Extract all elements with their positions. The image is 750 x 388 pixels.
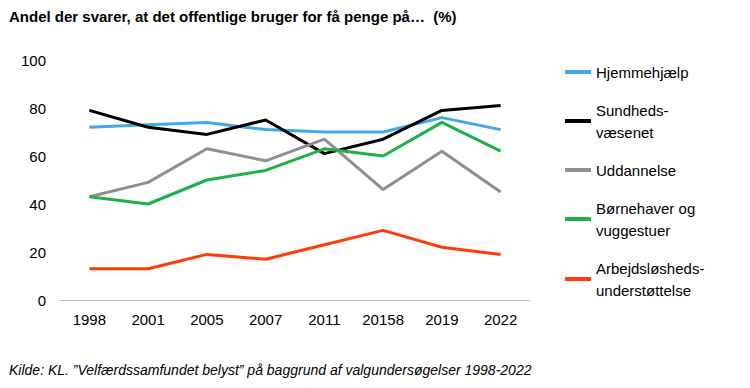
svg-text:Arbejdsløsheds-: Arbejdsløsheds- [596,260,704,277]
svg-text:Andel der svarer, at det offen: Andel der svarer, at det offentlige brug… [9,8,457,25]
svg-text:100: 100 [21,52,46,69]
svg-text:60: 60 [29,148,46,165]
svg-text:80: 80 [29,100,46,117]
svg-text:væsenet: væsenet [596,124,654,141]
svg-text:Uddannelse: Uddannelse [596,162,676,179]
svg-text:2019: 2019 [425,311,458,328]
svg-text:Kilde: KL. ”Velfærdssamfundet: Kilde: KL. ”Velfærdssamfundet belyst” på… [9,362,532,378]
svg-text:2011: 2011 [308,311,340,328]
svg-text:Hjemmehjælp: Hjemmehjælp [596,64,689,81]
svg-text:2022: 2022 [484,311,517,328]
svg-text:2007: 2007 [249,311,282,328]
svg-text:Børnehaver og: Børnehaver og [596,200,695,217]
svg-text:2001: 2001 [131,311,164,328]
svg-text:2005: 2005 [190,311,223,328]
svg-text:0: 0 [38,292,46,309]
svg-text:understøttelse: understøttelse [596,282,691,299]
svg-text:20158: 20158 [362,311,404,328]
svg-text:Sundheds-: Sundheds- [596,102,669,119]
svg-text:1998: 1998 [73,311,106,328]
svg-text:40: 40 [29,196,46,213]
svg-text:vuggestuer: vuggestuer [596,222,670,239]
svg-text:20: 20 [29,244,46,261]
